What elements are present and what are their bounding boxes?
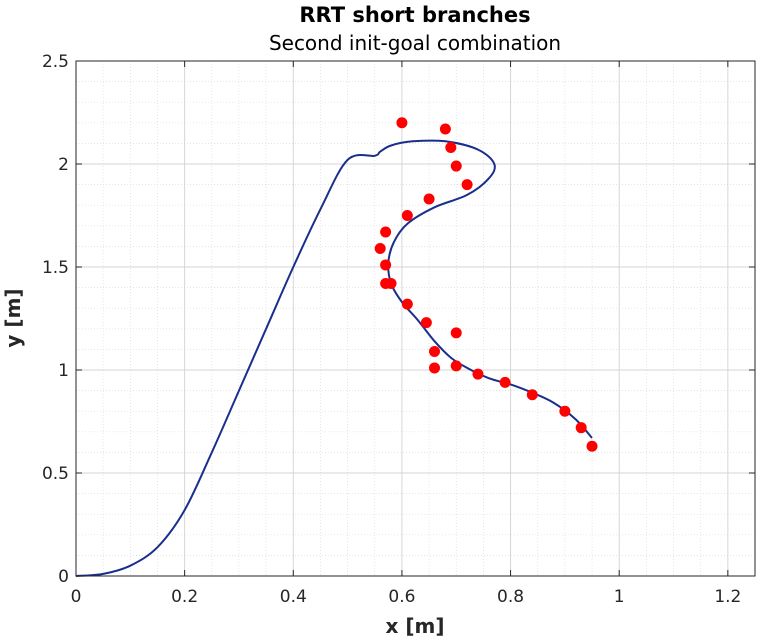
chart-title: RRT short branches [299, 3, 530, 27]
y-tick-label: 0.5 [42, 464, 69, 484]
x-tick-label: 0.8 [497, 587, 524, 607]
y-tick-label: 0 [58, 567, 69, 587]
scatter-point [450, 360, 462, 372]
series-layer [75, 117, 598, 577]
x-tick-label: 0.6 [388, 587, 415, 607]
scatter-point [461, 179, 473, 191]
plot-frame [75, 60, 756, 577]
trajectory-line [75, 139, 593, 577]
scatter-point [380, 259, 392, 271]
scatter-point [396, 117, 408, 129]
x-tick-label: 1.2 [714, 587, 741, 607]
scatter-point [526, 389, 538, 401]
scatter-point [575, 422, 587, 434]
chart-subtitle: Second init-goal combination [269, 31, 561, 55]
scatter-point [450, 327, 462, 339]
y-axis-ticks: 0 0.5 1 1.5 2 2.5 [42, 52, 755, 587]
scatter-point [445, 142, 457, 154]
x-axis-label: x [m] [386, 614, 445, 638]
y-tick-label: 1 [58, 361, 69, 381]
scatter-point [559, 405, 571, 417]
scatter-point [499, 376, 511, 388]
scatter-point [429, 362, 441, 374]
scatter-point [450, 160, 462, 172]
x-axis-ticks: 0 0.2 0.4 0.6 0.8 1 1.2 [71, 61, 741, 607]
scatter-point [374, 242, 386, 254]
scatter-point [385, 277, 397, 289]
x-tick-label: 0 [71, 587, 82, 607]
y-tick-label: 2 [58, 155, 69, 175]
scatter-point [429, 345, 441, 357]
x-tick-label: 0.4 [280, 587, 307, 607]
scatter-point [420, 317, 432, 329]
scatter-point [380, 226, 392, 238]
scatter-point [472, 368, 484, 380]
scatter-point [423, 193, 435, 205]
scatter-point [586, 440, 598, 452]
y-axis-label: y [m] [1, 288, 25, 347]
x-tick-label: 0.2 [171, 587, 198, 607]
y-tick-label: 1.5 [42, 258, 69, 278]
x-tick-label: 1 [614, 587, 625, 607]
scatter-point [439, 123, 451, 135]
scatter-point [401, 210, 413, 221]
y-tick-label: 2.5 [42, 52, 69, 72]
scatter-point [401, 298, 413, 310]
